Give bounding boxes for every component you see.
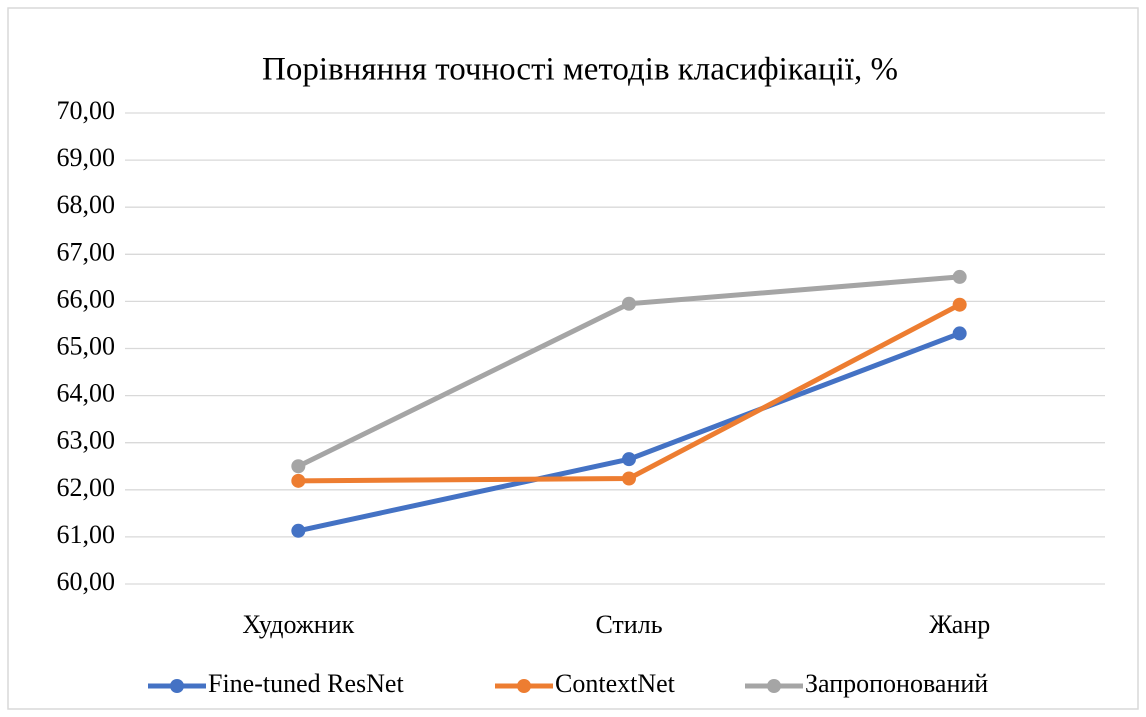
series-marker [291, 459, 306, 474]
y-tick-label: 60,00 [57, 567, 116, 596]
chart-border [7, 7, 1139, 710]
legend-marker [517, 679, 531, 693]
y-tick-label: 67,00 [57, 237, 116, 266]
y-tick-label: 62,00 [57, 473, 116, 502]
y-tick-label: 68,00 [57, 190, 116, 219]
x-tick-label: Стиль [595, 610, 662, 639]
legend-marker [767, 679, 781, 693]
y-tick-label: 61,00 [57, 520, 116, 549]
y-tick-label: 66,00 [57, 284, 116, 313]
series-marker [952, 297, 967, 312]
y-tick-label: 69,00 [57, 143, 116, 172]
legend-marker [170, 679, 184, 693]
series-marker [291, 523, 306, 538]
legend-label: Запропонований [805, 669, 988, 698]
y-tick-label: 65,00 [57, 331, 116, 360]
series-marker [622, 296, 636, 311]
series-marker [622, 471, 636, 486]
series-marker [291, 473, 306, 488]
y-tick-label: 64,00 [57, 379, 116, 408]
legend-label: ContextNet [555, 669, 676, 698]
x-tick-label: Художник [242, 610, 354, 639]
series-marker [952, 269, 967, 284]
x-tick-label: Жанр [929, 610, 990, 639]
y-tick-label: 70,00 [57, 96, 116, 125]
chart-title: Порівняння точності методів класифікації… [262, 52, 898, 88]
series-marker [952, 326, 967, 341]
y-tick-label: 63,00 [57, 426, 116, 455]
series-marker [622, 452, 636, 467]
legend-label: Fine-tuned ResNet [208, 669, 404, 698]
